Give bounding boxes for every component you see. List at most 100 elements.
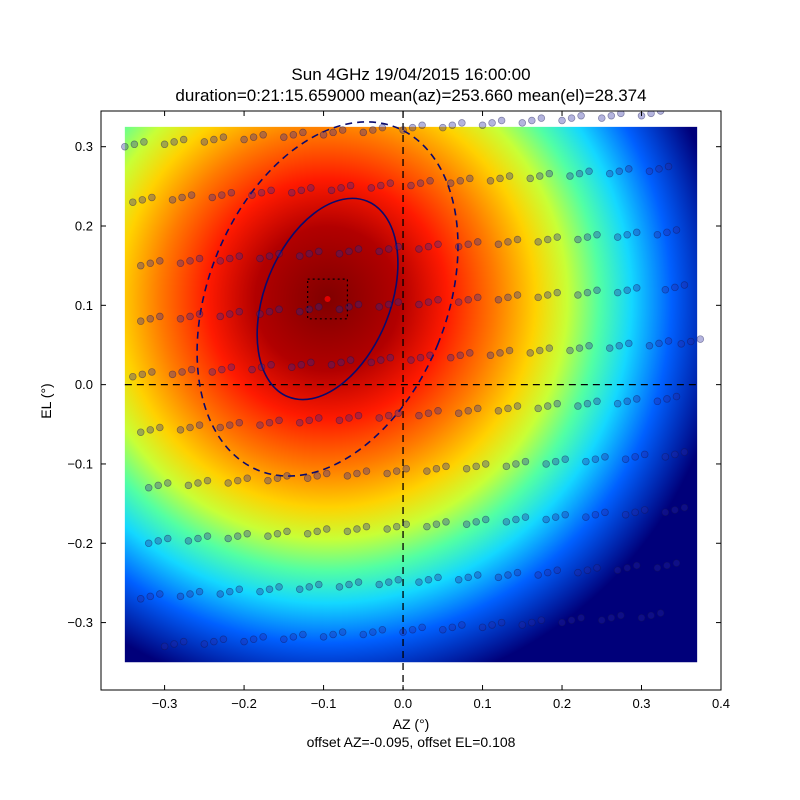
- scan-point: [257, 188, 266, 197]
- scan-point: [415, 300, 423, 309]
- scan-point: [575, 344, 584, 352]
- scan-point: [195, 587, 204, 596]
- scan-point: [219, 133, 228, 141]
- scan-point: [481, 460, 490, 468]
- scan-point: [235, 307, 244, 316]
- scan-point: [671, 283, 679, 292]
- scan-point: [186, 312, 194, 321]
- scan-point: [176, 592, 185, 601]
- scan-point: [216, 423, 224, 432]
- scan-point: [337, 358, 345, 367]
- scan-point: [394, 298, 403, 306]
- scan-point: [671, 450, 679, 459]
- scan-point: [637, 614, 646, 622]
- scan-point: [216, 257, 224, 265]
- scan-point: [283, 527, 291, 536]
- scan-point: [583, 233, 592, 241]
- scan-point: [315, 580, 323, 589]
- scan-point: [458, 621, 466, 629]
- scan-point: [446, 179, 455, 187]
- scan-point: [513, 235, 522, 244]
- scan-point: [354, 578, 363, 586]
- scan-point: [226, 587, 234, 596]
- scan-point: [542, 515, 550, 524]
- scan-point: [497, 116, 506, 125]
- scan-point: [121, 142, 129, 151]
- scan-point: [454, 576, 463, 584]
- scan-point: [195, 310, 204, 318]
- scan-point: [423, 522, 431, 531]
- scan-point: [585, 167, 593, 176]
- scan-point: [184, 481, 193, 490]
- scan-point: [200, 640, 209, 648]
- scan-point: [377, 181, 385, 190]
- scan-point: [424, 298, 433, 306]
- scan-point: [558, 618, 566, 627]
- scan-point: [408, 625, 417, 634]
- scan-point: [505, 346, 514, 355]
- scan-point: [148, 368, 156, 376]
- scan-point: [655, 339, 663, 348]
- scan-point: [200, 138, 209, 146]
- scan-point: [129, 372, 137, 381]
- scan-point: [415, 578, 423, 586]
- scan-point: [170, 640, 178, 648]
- scan-point: [632, 395, 641, 403]
- scan-point: [416, 179, 425, 187]
- scan-point: [671, 506, 679, 514]
- scan-point: [186, 423, 194, 432]
- scan-point: [478, 121, 487, 130]
- scan-point: [156, 590, 164, 598]
- scan-point: [146, 315, 155, 323]
- scan-point: [621, 455, 630, 463]
- scan-point: [354, 411, 363, 420]
- scan-point: [481, 515, 490, 524]
- scan-point: [623, 397, 631, 406]
- scan-point: [474, 293, 482, 302]
- scan-point: [513, 402, 522, 410]
- scan-point: [156, 257, 164, 265]
- scan-point: [456, 177, 465, 185]
- scan-point: [536, 346, 544, 355]
- scan-point: [399, 628, 407, 636]
- scan-point: [322, 525, 331, 533]
- scan-point: [399, 126, 407, 134]
- fit-ellipse-outer: [196, 121, 459, 477]
- scan-point: [129, 198, 137, 206]
- scan-point: [645, 167, 654, 176]
- scan-point: [329, 630, 337, 639]
- scan-point: [319, 131, 328, 139]
- scan-point: [136, 317, 145, 325]
- scan-point: [136, 261, 145, 270]
- scan-point: [607, 614, 616, 622]
- scan-point: [327, 186, 336, 195]
- x-tick-label: −0.3: [152, 696, 178, 711]
- scan-point: [653, 230, 662, 239]
- scan-point: [160, 140, 169, 149]
- scan-point: [305, 305, 314, 314]
- x-ticks: −0.3 −0.2 −0.1 0.0 0.1 0.2 0.3 0.4: [152, 111, 730, 711]
- scan-point: [218, 191, 226, 199]
- scan-point: [275, 305, 283, 314]
- scan-point: [426, 351, 434, 360]
- scan-point: [591, 510, 600, 519]
- scan-point: [176, 259, 185, 268]
- scan-point: [249, 133, 258, 141]
- scan-point: [359, 630, 368, 639]
- scan-point: [439, 625, 447, 634]
- scan-point: [621, 510, 630, 519]
- scan-point: [226, 254, 234, 263]
- scan-point: [375, 580, 383, 589]
- scan-point: [591, 455, 600, 463]
- scan-point: [194, 534, 202, 543]
- scan-point: [264, 532, 272, 540]
- scan-point: [494, 296, 503, 304]
- scan-point: [288, 363, 296, 371]
- plot-frame: [100, 110, 722, 691]
- scan-point: [454, 298, 463, 306]
- scan-point: [545, 344, 554, 352]
- scan-point: [186, 590, 194, 598]
- scan-point: [478, 623, 487, 632]
- scan-point: [195, 254, 204, 263]
